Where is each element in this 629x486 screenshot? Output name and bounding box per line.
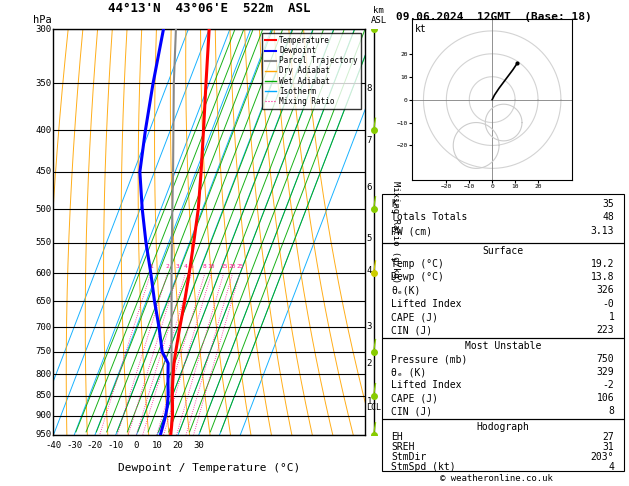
Text: 4: 4 [608,462,615,472]
Text: 900: 900 [36,412,52,420]
Text: K: K [391,199,398,208]
Text: 8: 8 [203,264,207,269]
Text: 300: 300 [36,25,52,34]
Text: -20: -20 [87,441,103,450]
Text: 15: 15 [220,264,228,269]
Text: 20: 20 [172,441,184,450]
Text: Most Unstable: Most Unstable [465,341,541,351]
Text: 3.13: 3.13 [591,226,615,236]
Text: EH: EH [391,432,403,442]
Text: 35: 35 [603,199,615,208]
Text: 329: 329 [597,367,615,377]
Text: 25: 25 [236,264,243,269]
Text: 450: 450 [36,167,52,176]
Text: 10: 10 [208,264,215,269]
Bar [382,419,624,471]
Legend: Temperature, Dewpoint, Parcel Trajectory, Dry Adiabat, Wet Adiabat, Isotherm, Mi: Temperature, Dewpoint, Parcel Trajectory… [262,33,361,109]
Bar [382,243,624,338]
Text: 500: 500 [36,205,52,213]
Text: 800: 800 [36,370,52,379]
Text: 30: 30 [193,441,204,450]
Text: Lifted Index: Lifted Index [391,299,462,309]
Text: 550: 550 [36,238,52,247]
Text: 8: 8 [366,84,372,93]
Text: 1: 1 [608,312,615,322]
Text: CAPE (J): CAPE (J) [391,393,438,403]
Text: Dewp (°C): Dewp (°C) [391,272,444,282]
Text: Hodograph: Hodograph [476,421,530,432]
Text: 850: 850 [36,391,52,400]
Text: Totals Totals: Totals Totals [391,212,468,223]
Text: θₑ(K): θₑ(K) [391,285,421,295]
Text: Temp (°C): Temp (°C) [391,259,444,269]
Text: 350: 350 [36,79,52,88]
Text: 3: 3 [176,264,180,269]
Text: 2: 2 [165,264,169,269]
Text: 20: 20 [229,264,237,269]
Text: Lifted Index: Lifted Index [391,380,462,390]
Text: θₑ (K): θₑ (K) [391,367,426,377]
Text: 7: 7 [366,137,372,145]
Text: 650: 650 [36,297,52,306]
Text: 44°13'N  43°06'E  522m  ASL: 44°13'N 43°06'E 522m ASL [108,2,310,15]
Text: 6: 6 [366,183,372,191]
Text: Mixing Ratio (g/kg): Mixing Ratio (g/kg) [391,181,401,283]
Text: 203°: 203° [591,452,615,462]
Text: 400: 400 [36,126,52,135]
Text: 326: 326 [597,285,615,295]
Text: 750: 750 [597,354,615,364]
Text: -40: -40 [45,441,62,450]
Text: StmSpd (kt): StmSpd (kt) [391,462,456,472]
Text: LCL: LCL [366,403,381,412]
Text: 5: 5 [190,264,194,269]
Text: km
ASL: km ASL [370,6,387,25]
Text: 1: 1 [366,398,372,406]
Text: 950: 950 [36,431,52,439]
Text: 8: 8 [608,406,615,416]
Text: SREH: SREH [391,442,415,452]
Text: 1: 1 [149,264,153,269]
Text: 31: 31 [603,442,615,452]
Text: 223: 223 [597,325,615,335]
Text: -30: -30 [66,441,82,450]
Text: hPa: hPa [33,15,52,25]
Text: 750: 750 [36,347,52,356]
Text: PW (cm): PW (cm) [391,226,433,236]
Text: 19.2: 19.2 [591,259,615,269]
Text: Surface: Surface [482,245,523,256]
Text: Dewpoint / Temperature (°C): Dewpoint / Temperature (°C) [118,463,300,473]
Text: 0: 0 [134,441,139,450]
Text: 5: 5 [366,234,372,243]
Bar [382,338,624,419]
Text: kt: kt [415,24,427,34]
Text: 2: 2 [366,359,372,368]
Text: 09.06.2024  12GMT  (Base: 18): 09.06.2024 12GMT (Base: 18) [396,12,592,22]
Text: 700: 700 [36,323,52,332]
Text: © weatheronline.co.uk: © weatheronline.co.uk [440,474,554,483]
Text: 27: 27 [603,432,615,442]
Text: CAPE (J): CAPE (J) [391,312,438,322]
Text: 4: 4 [366,266,372,275]
Text: 13.8: 13.8 [591,272,615,282]
Bar [382,194,624,243]
Text: StmDir: StmDir [391,452,426,462]
Text: CIN (J): CIN (J) [391,325,433,335]
Text: -0: -0 [603,299,615,309]
Text: 4: 4 [184,264,187,269]
Text: -2: -2 [603,380,615,390]
Text: -10: -10 [108,441,124,450]
Text: Pressure (mb): Pressure (mb) [391,354,468,364]
Text: 3: 3 [366,322,372,331]
Text: 10: 10 [152,441,163,450]
Text: 106: 106 [597,393,615,403]
Text: 48: 48 [603,212,615,223]
Text: 600: 600 [36,269,52,278]
Text: CIN (J): CIN (J) [391,406,433,416]
